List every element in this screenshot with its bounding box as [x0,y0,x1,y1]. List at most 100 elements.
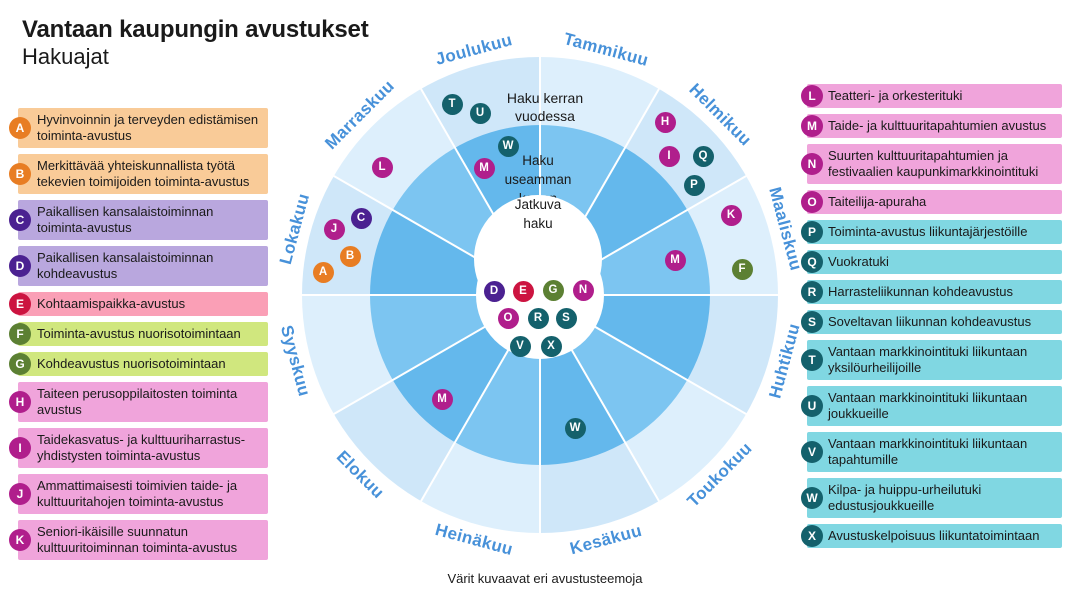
legend-badge-S: S [801,311,823,333]
legend-text-E: Kohtaamispaikka-avustus [37,296,186,311]
sector-divider [539,57,541,295]
legend-item-E: E Kohtaamispaikka-avustus [9,292,268,316]
legend-item-L: L Teatteri- ja orkesterituki [801,84,1062,108]
hub-marker-R: R [527,307,549,329]
legend-item-Q: Q Vuokratuki [801,250,1062,274]
legend-text-G: Kohdeavustus nuorisotoimintaan [37,356,226,371]
legend-text-B: Merkittävää yhteiskunnallista työtä teke… [37,158,250,189]
legend-badge-W: W [801,487,823,509]
legend-badge-L: L [801,85,823,107]
legend-text-K: Seniori-ikäisille suunnatun kulttuuritoi… [37,524,238,555]
hub-marker-S: S [555,307,577,329]
legend-text-Q: Vuokratuki [828,254,889,269]
legend-item-A: A Hyvinvoinnin ja terveyden edistämisen t… [9,108,268,148]
legend-badge-F: F [9,323,31,345]
legend-item-H: H Taiteen perusoppilaitosten toiminta avu… [9,382,268,422]
legend-text-J: Ammattimaisesti toimivien taide- ja kult… [37,478,238,509]
legend-item-P: P Toiminta-avustus liikuntajärjestöille [801,220,1062,244]
wheel-marker-K-maaliskuu: K [720,204,742,226]
legend-item-B: B Merkittävää yhteiskunnallista työtä tek… [9,154,268,194]
legend-badge-M: M [801,115,823,137]
legend-item-O: O Taiteilija-apuraha [801,190,1062,214]
legend-item-N: N Suurten kulttuuritapahtumien ja festiva… [801,144,1062,184]
legend-badge-Q: Q [801,251,823,273]
legend-badge-U: U [801,395,823,417]
wheel-marker-F-maaliskuu: F [731,258,753,280]
legend-item-V: V Vantaan markkinointituki liikuntaan tap… [801,432,1062,472]
legend-text-I: Taidekasvatus- ja kulttuuriharrastus-yhd… [37,432,246,463]
wheel-marker-Q-helmikuu: Q [692,145,714,167]
legend-badge-H: H [9,391,31,413]
wheel-marker-L-marraskuu: L [371,156,393,178]
wheel-marker-U-joulukuu: U [469,102,491,124]
legend-badge-A: A [9,117,31,139]
legend-text-W: Kilpa- ja huippu-urheilutuki edustusjouk… [828,482,982,513]
wheel-marker-M-joulukuu: M [473,157,495,179]
wheel-marker-W-joulukuu: W [497,135,519,157]
legend-item-W: W Kilpa- ja huippu-urheilutuki edustusjou… [801,478,1062,518]
legend-text-L: Teatteri- ja orkesterituki [828,88,963,103]
hub-marker-X: X [540,335,562,357]
legend-item-X: X Avustuskelpoisuus liikuntatoimintaan [801,524,1062,548]
legend-item-S: S Soveltavan liikunnan kohdeavustus [801,310,1062,334]
label-continuous: Jatkuva haku [474,195,602,323]
legend-text-N: Suurten kulttuuritapahtumien ja festivaa… [828,148,1039,179]
page-title: Vantaan kaupungin avustukset [22,16,369,43]
wheel-marker-H-helmikuu: H [654,111,676,133]
legend-badge-P: P [801,221,823,243]
legend-item-U: U Vantaan markkinointituki liikuntaan jou… [801,386,1062,426]
legend-badge-C: C [9,209,31,231]
legend-badge-G: G [9,353,31,375]
legend-badge-B: B [9,163,31,185]
hub-marker-O: O [497,307,519,329]
hub-marker-V: V [509,335,531,357]
legend-badge-E: E [9,293,31,315]
wheel-marker-B-lokakuu: B [339,245,361,267]
wheel-marker-A-lokakuu: A [312,261,334,283]
legend-right: L Teatteri- ja orkesterituki M Taide- ja ku… [801,84,1062,548]
legend-badge-V: V [801,441,823,463]
legend-text-H: Taiteen perusoppilaitosten toiminta avus… [37,386,238,417]
wheel-marker-J-lokakuu: J [323,218,345,240]
legend-text-S: Soveltavan liikunnan kohdeavustus [828,314,1032,329]
color-note: Värit kuvaavat eri avustusteemoja [447,571,643,586]
wheel-marker-W-kesäkuu: W [564,417,586,439]
legend-badge-R: R [801,281,823,303]
legend-item-J: J Ammattimaisesti toimivien taide- ja kul… [9,474,268,514]
legend-item-T: T Vantaan markkinointituki liikuntaan yks… [801,340,1062,380]
legend-text-D: Paikallisen kansalaistoiminnan kohdeavus… [37,250,214,281]
legend-item-C: C Paikallisen kansalaistoiminnan toiminta… [9,200,268,240]
legend-item-F: F Toiminta-avustus nuorisotoimintaan [9,322,268,346]
legend-text-C: Paikallisen kansalaistoiminnan toiminta-… [37,204,214,235]
legend-text-M: Taide- ja kulttuuritapahtumien avustus [828,118,1047,133]
legend-left: A Hyvinvoinnin ja terveyden edistämisen t… [9,108,268,560]
wheel-marker-T-joulukuu: T [441,93,463,115]
wheel-marker-M-maaliskuu: M [664,249,686,271]
legend-text-F: Toiminta-avustus nuorisotoimintaan [37,326,241,341]
hub-marker-N: N [572,279,594,301]
wheel-marker-I-helmikuu: I [658,145,680,167]
legend-item-D: D Paikallisen kansalaistoiminnan kohdeavu… [9,246,268,286]
legend-item-K: K Seniori-ikäisille suunnatun kulttuurito… [9,520,268,560]
legend-item-I: I Taidekasvatus- ja kulttuuriharrastus-yh… [9,428,268,468]
legend-text-P: Toiminta-avustus liikuntajärjestöille [828,224,1028,239]
page-subtitle: Hakuajat [22,44,109,69]
wheel-marker-M-elokuu: M [431,388,453,410]
legend-text-A: Hyvinvoinnin ja terveyden edistämisen to… [37,112,259,143]
legend-text-T: Vantaan markkinointituki liikuntaan yksi… [828,344,1028,375]
legend-text-V: Vantaan markkinointituki liikuntaan tapa… [828,436,1028,467]
hub-marker-D: D [483,280,505,302]
legend-item-R: R Harrasteliikunnan kohdeavustus [801,280,1062,304]
legend-text-O: Taiteilija-apuraha [828,194,927,209]
legend-badge-T: T [801,349,823,371]
legend-text-R: Harrasteliikunnan kohdeavustus [828,284,1013,299]
wheel-marker-P-helmikuu: P [683,174,705,196]
wheel-marker-C-lokakuu: C [350,207,372,229]
legend-badge-N: N [801,153,823,175]
legend-item-M: M Taide- ja kulttuuritapahtumien avustus [801,114,1062,138]
legend-text-U: Vantaan markkinointituki liikuntaan jouk… [828,390,1028,421]
legend-badge-I: I [9,437,31,459]
hub-marker-E: E [512,280,534,302]
